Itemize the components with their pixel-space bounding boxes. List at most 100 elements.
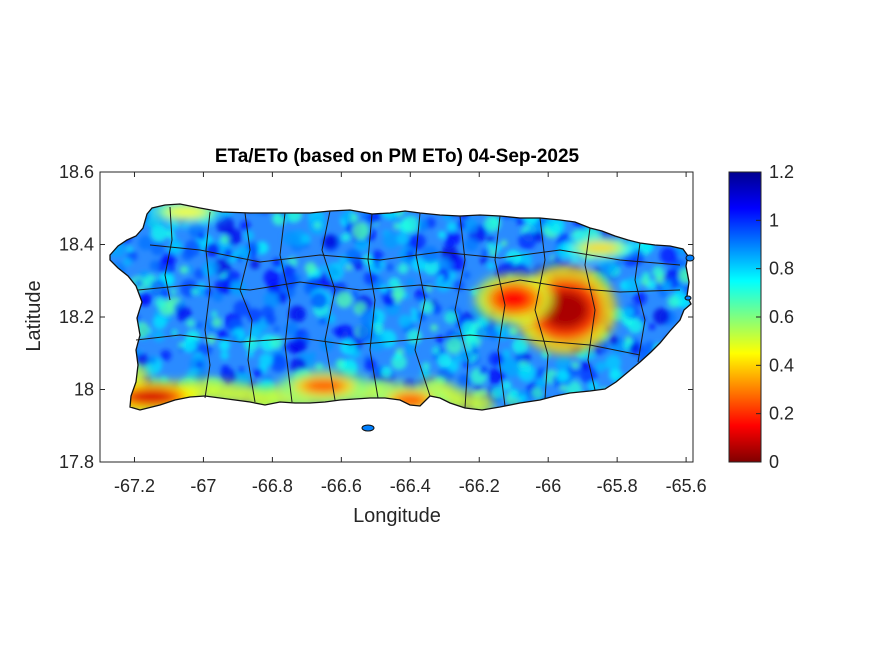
value-patch — [221, 364, 230, 373]
value-patch — [462, 218, 479, 234]
value-patch — [667, 295, 680, 308]
value-patch — [196, 361, 203, 368]
value-patch — [625, 335, 632, 343]
value-patch — [383, 232, 400, 249]
municipality-boundary — [135, 334, 641, 356]
value-patch — [555, 356, 572, 373]
x-tick-label: -65.6 — [666, 476, 707, 496]
value-patch — [436, 268, 450, 283]
value-patch — [457, 374, 472, 388]
municipality-boundary — [239, 212, 256, 403]
value-patch — [535, 377, 546, 389]
value-patch — [280, 272, 298, 289]
value-patch — [335, 291, 353, 308]
value-patch — [511, 337, 529, 354]
value-patch — [502, 348, 511, 358]
value-patch — [407, 329, 422, 344]
value-patch — [380, 285, 388, 293]
value-patch — [479, 366, 488, 375]
colorbar-tick-label: 0.8 — [769, 259, 794, 279]
value-patch — [319, 264, 327, 271]
value-patch — [341, 232, 351, 242]
municipality-boundary — [414, 212, 431, 397]
value-patch — [179, 265, 189, 275]
value-patch — [432, 346, 441, 355]
value-patch — [475, 326, 489, 340]
value-patch — [384, 295, 396, 307]
value-patch — [587, 380, 599, 392]
value-patch — [424, 217, 436, 229]
small-island — [685, 254, 695, 262]
x-tick-label: -65.8 — [597, 476, 638, 496]
value-patch — [488, 328, 500, 340]
value-patch — [193, 268, 205, 280]
value-patch — [421, 246, 440, 264]
value-patch — [364, 359, 377, 372]
value-patch — [515, 354, 524, 362]
value-patch — [150, 241, 165, 256]
value-patch — [341, 211, 353, 223]
y-tick-label: 18.6 — [59, 162, 94, 182]
value-patch — [148, 356, 157, 365]
value-patch — [628, 343, 641, 355]
value-patch — [204, 242, 220, 258]
value-patch — [556, 370, 569, 383]
value-patch — [406, 250, 415, 259]
value-patch — [160, 349, 172, 361]
value-patch — [206, 334, 216, 345]
small-islands — [361, 254, 695, 432]
municipality-boundary — [534, 217, 549, 400]
value-patch — [445, 337, 463, 355]
value-patch — [437, 275, 444, 282]
low-value-core — [581, 242, 619, 254]
x-tick-label: -67 — [190, 476, 216, 496]
value-patch — [170, 329, 178, 337]
value-patch — [152, 315, 167, 330]
value-patch — [215, 277, 232, 294]
low-value-core — [303, 378, 346, 393]
value-patch — [508, 326, 518, 337]
value-patch — [340, 338, 357, 355]
value-patch — [238, 367, 245, 374]
x-tick-label: -66.4 — [390, 476, 431, 496]
colorbar — [728, 171, 762, 463]
island-outline — [109, 203, 692, 411]
value-patch — [176, 306, 192, 322]
colorbar-tick-label: 0.4 — [769, 355, 794, 375]
value-patch — [323, 235, 338, 249]
value-patch — [337, 324, 354, 341]
x-tick-label: -66.8 — [252, 476, 293, 496]
value-patch — [310, 292, 328, 309]
value-patch — [659, 246, 678, 265]
value-patch — [471, 347, 478, 355]
colorbar-tick-label: 0.6 — [769, 307, 794, 327]
value-patch — [259, 353, 273, 367]
value-patch — [571, 361, 579, 370]
value-patch — [518, 394, 526, 403]
value-patch — [216, 215, 234, 234]
x-tick-label: -66 — [535, 476, 561, 496]
value-patch — [218, 339, 230, 351]
value-patch — [374, 263, 382, 271]
value-patch — [579, 366, 598, 384]
value-patch — [314, 221, 321, 229]
value-patch — [652, 266, 664, 278]
value-patch — [444, 238, 455, 249]
value-patch — [300, 233, 312, 245]
value-patch — [150, 224, 168, 242]
value-patch — [486, 235, 495, 244]
value-patch — [460, 350, 472, 361]
value-patch — [247, 308, 263, 324]
low-value-core — [495, 287, 532, 311]
low-value-core — [129, 389, 175, 404]
value-patch — [325, 313, 336, 324]
value-patch — [531, 387, 544, 400]
value-patch — [211, 310, 218, 317]
value-patch — [281, 343, 289, 351]
value-patch — [661, 279, 672, 291]
municipality-boundary — [204, 211, 211, 399]
value-patch — [394, 352, 402, 360]
value-patch — [461, 321, 477, 337]
y-tick-label: 17.8 — [59, 452, 94, 472]
